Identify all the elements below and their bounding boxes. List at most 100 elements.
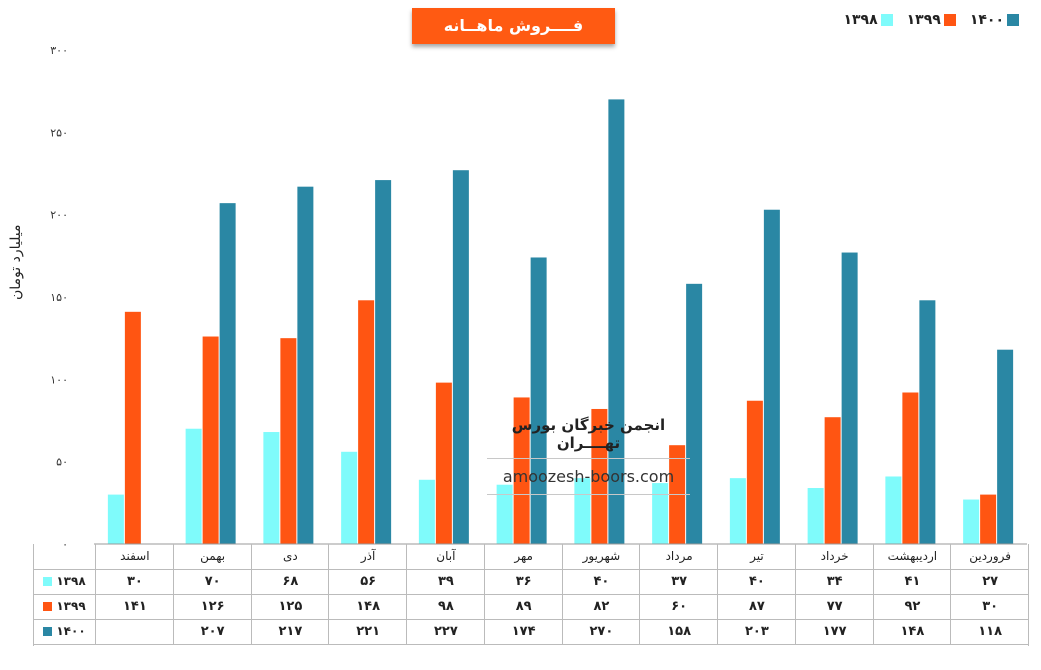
table-series-name: ۱۴۰۰ [56,624,86,638]
table-row: ۱۴۰۰ ۱۱۸ ۱۴۸ ۱۷۷ ۲۰۳ ۱۵۸ ۲۷۰ ۱۷۴ ۲۲۷ ۲۲۱ ۲۱۷ ۲۰۷ [34,619,1028,645]
table-row: ۱۳۹۸ ۲۷ ۴۱ ۳۴ ۴۰ ۳۷ ۴۰ ۳۶ ۳۹ ۵۶ ۶۸ ۷۰ ۳۰ [34,569,1028,595]
table-row-header: ۱۴۰۰ [34,619,96,644]
table-series-name: ۱۳۹۹ [56,599,86,613]
table-value-1-5: ۸۲ [561,594,641,619]
table-value-2-10: ۲۰۷ [172,619,252,644]
table-row: ۱۳۹۹ ۳۰ ۹۲ ۷۷ ۸۷ ۶۰ ۸۲ ۸۹ ۹۸ ۱۴۸ ۱۲۵ ۱۲۶ ۱۴۱ [34,594,1028,620]
bar-1-0 [980,494,997,544]
table-value-0-7: ۳۹ [406,569,485,594]
table-category-5: شهریور [561,544,641,569]
table-category-4: مرداد [639,544,718,569]
table-value-0-6: ۳۶ [483,569,563,594]
table-value-0-1: ۴۱ [872,569,952,594]
table-swatch [43,627,53,636]
bar-2-6 [530,257,547,544]
table-value-2-9: ۲۱۷ [250,619,330,644]
bar-0-4 [652,483,669,544]
y-tick-label: ۲۵۰ [50,126,68,139]
table-category-6: مهر [483,544,563,569]
data-table: فروردین اردیبهشت خرداد تیر مرداد شهریور مهر آبا… [33,544,1029,646]
table-series-name: ۱۳۹۸ [56,574,86,588]
bar-1-11 [124,311,141,544]
table-category-7: آبان [406,544,485,569]
table-value-1-1: ۹۲ [872,594,952,619]
legend-swatch-1400 [1007,14,1019,26]
table-value-0-3: ۴۰ [717,569,796,594]
y-tick-label: ۵۰ [56,456,68,469]
table-value-2-7: ۲۲۷ [406,619,485,644]
table-value-1-3: ۸۷ [717,594,796,619]
bar-2-4 [686,283,703,544]
bar-2-7 [452,170,469,544]
table-category-8: آذر [328,544,407,569]
table-value-1-9: ۱۲۵ [250,594,330,619]
table-value-0-0: ۲۷ [950,569,1029,594]
table-header-row: فروردین اردیبهشت خرداد تیر مرداد شهریور مهر آبا… [34,544,1028,570]
bar-0-3 [729,478,746,544]
bar-1-6 [513,397,530,544]
table-value-0-5: ۴۰ [561,569,641,594]
watermark: انجمن خبرگان بورس تهــــران amoozesh-boo… [487,416,690,495]
y-tick-label: ۲۰۰ [50,209,68,222]
y-axis-label: میلیارد تومان [8,224,24,300]
bar-2-1 [919,300,936,544]
bar-0-6 [496,484,513,544]
watermark-url: amoozesh-boors.com [502,467,675,486]
bar-2-2 [841,252,858,545]
bar-1-8 [358,300,375,544]
bar-0-10 [185,428,202,544]
table-row-header: ۱۳۹۸ [34,569,96,594]
table-value-1-2: ۷۷ [794,594,874,619]
table-value-0-10: ۷۰ [172,569,252,594]
bar-0-8 [341,451,358,544]
table-value-0-4: ۳۷ [639,569,718,594]
table-category-2: خرداد [794,544,874,569]
y-tick-label: ۰ [62,538,68,551]
table-category-9: دی [250,544,330,569]
legend-label-1400: ۱۴۰۰ [969,12,1004,28]
y-tick-label: ۱۵۰ [50,291,68,304]
table-value-1-11: ۱۴۱ [95,594,174,619]
table-value-1-4: ۶۰ [639,594,718,619]
bar-1-7 [435,382,452,544]
table-value-0-2: ۳۴ [794,569,874,594]
legend-swatch-1399 [943,14,956,26]
table-value-2-0: ۱۱۸ [950,619,1029,644]
table-value-2-4: ۱۵۸ [639,619,718,644]
watermark-divider-bottom [487,494,690,495]
bar-2-3 [763,209,780,544]
legend-label-1398: ۱۳۹۸ [843,12,878,28]
bar-1-9 [280,338,297,544]
watermark-title: انجمن خبرگان بورس تهــــران [511,416,666,452]
table-value-1-6: ۸۹ [483,594,563,619]
bar-0-7 [418,479,435,544]
bar-1-5 [591,408,608,544]
table-value-0-9: ۶۸ [250,569,330,594]
legend-item-1398: ۱۳۹۸ [843,12,893,28]
legend: ۱۴۰۰ ۱۳۹۹ ۱۳۹۸ [843,12,1019,28]
legend-label-1399: ۱۳۹۹ [906,12,941,28]
bar-2-8 [375,180,392,544]
bar-0-9 [263,432,280,544]
legend-item-1400: ۱۴۰۰ [970,12,1019,28]
table-value-2-3: ۲۰۳ [717,619,796,644]
table-value-2-5: ۲۷۰ [561,619,641,644]
table-category-0: فروردین [950,544,1029,569]
bar-2-9 [297,186,314,544]
bar-1-1 [902,392,919,544]
table-category-11: اسفند [95,544,174,569]
bar-0-1 [885,476,902,544]
bar-0-11 [107,494,124,544]
bar-1-2 [824,417,841,544]
table-swatch [43,577,53,586]
table-category-3: تیر [717,544,796,569]
table-value-1-7: ۹۸ [406,594,485,619]
bar-2-5 [608,99,625,545]
table-value-0-11: ۳۰ [95,569,174,594]
bar-0-0 [963,499,980,544]
table-category-10: بهمن [172,544,252,569]
table-value-2-1: ۱۴۸ [872,619,952,644]
y-tick-label: ۳۰۰ [50,44,68,57]
watermark-divider-top [487,458,690,459]
